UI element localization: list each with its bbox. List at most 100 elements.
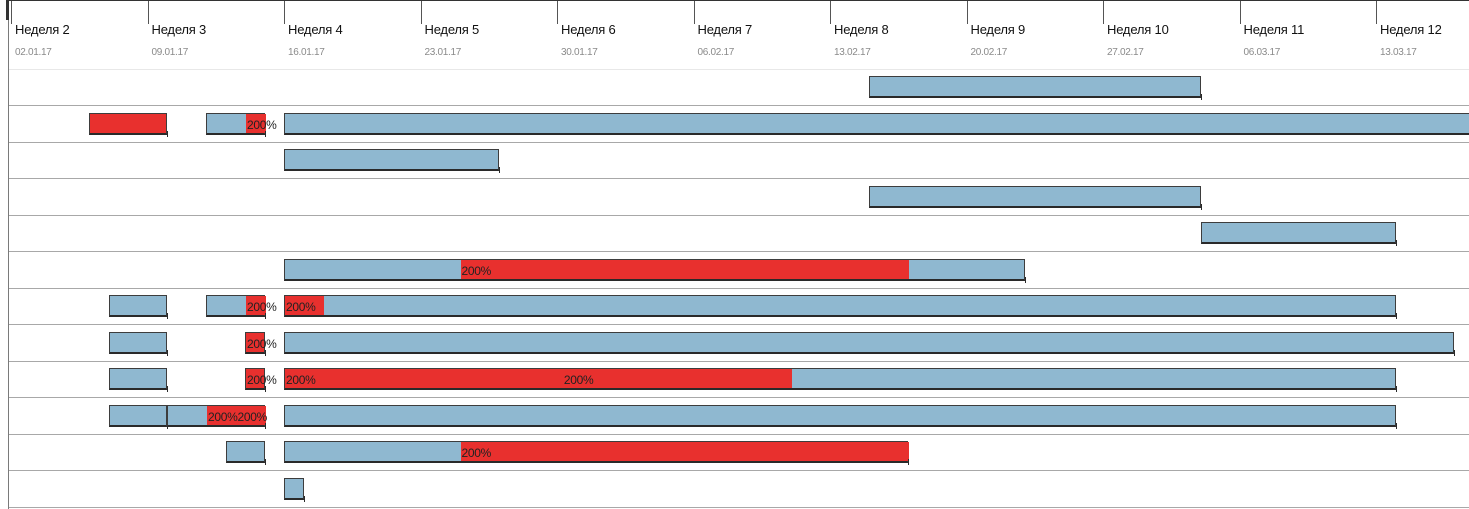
week-label: Неделя 12	[1380, 22, 1442, 37]
week-date: 20.02.17	[970, 47, 1008, 58]
bar-end-marker	[167, 130, 168, 137]
row-divider	[9, 141, 1469, 143]
load-percent-label: 200%	[247, 300, 277, 314]
week-label: Неделя 6	[561, 22, 616, 37]
week-label: Неделя 4	[288, 22, 343, 37]
task-bar[interactable]	[225, 441, 266, 465]
load-percent-label: 200%	[247, 117, 277, 132]
bar-end-marker	[498, 167, 500, 173]
task-bar[interactable]	[1200, 222, 1397, 246]
bar-end-marker	[264, 386, 266, 392]
load-percent-label: 200%	[247, 373, 277, 387]
bar-end-marker	[1395, 240, 1397, 246]
left-border-tick	[6, 0, 10, 20]
task-bar[interactable]	[284, 149, 500, 173]
week-tick	[147, 0, 149, 24]
timeline-header: Неделя 2 02.01.17 Неделя 3 09.01.17 Неделя 4…	[9, 0, 1469, 70]
overload-segment	[246, 296, 266, 315]
bar-end-marker	[1395, 422, 1397, 429]
task-bar[interactable]: 200%200%	[284, 368, 1397, 392]
overload-segment	[285, 369, 792, 388]
bar-end-marker	[1200, 94, 1202, 100]
task-bar[interactable]: 200%200%	[167, 404, 267, 429]
week-tick	[966, 0, 968, 24]
task-bar[interactable]	[108, 404, 168, 429]
bar-end-marker	[1025, 276, 1026, 283]
task-bar[interactable]: 200%	[206, 112, 277, 137]
bar-end-marker	[264, 313, 266, 319]
row-divider	[9, 178, 1469, 179]
week-date: 06.03.17	[1243, 47, 1281, 58]
row-divider	[9, 324, 1469, 325]
task-bar[interactable]	[284, 112, 1469, 135]
gantt-row	[9, 143, 1469, 179]
header-bottom-line	[9, 69, 1469, 70]
week-date: 16.01.17	[288, 47, 325, 58]
task-bar[interactable]	[284, 404, 1397, 429]
task-bar[interactable]: 200%	[206, 295, 277, 319]
header-top-line	[9, 0, 1469, 1]
gantt-row: 200%	[9, 107, 1469, 143]
row-divider	[9, 470, 1469, 471]
overload-bar[interactable]: 200%	[245, 368, 277, 392]
gantt-row: 200%200%	[9, 399, 1469, 435]
bar-end-marker	[1200, 203, 1202, 210]
row-divider	[9, 433, 1469, 435]
week-tick	[557, 0, 558, 24]
bar-end-marker	[264, 422, 266, 429]
task-bar[interactable]: 200%	[284, 441, 909, 465]
task-bar[interactable]	[869, 76, 1202, 100]
load-percent-label: 200%	[461, 263, 492, 278]
gantt-row: 200%	[9, 435, 1469, 471]
week-date: 27.02.17	[1107, 47, 1144, 58]
bar-end-marker	[1395, 386, 1397, 392]
week-tick	[1103, 0, 1104, 24]
week-date: 02.01.17	[15, 47, 52, 58]
row-divider	[9, 214, 1469, 216]
row-divider	[9, 506, 1469, 508]
task-bar[interactable]	[869, 185, 1202, 210]
task-bar[interactable]	[284, 477, 305, 502]
task-bar[interactable]	[284, 331, 1455, 356]
gantt-row: 200%	[9, 253, 1469, 289]
gantt-row	[9, 472, 1469, 508]
week-label: Неделя 7	[697, 22, 753, 37]
week-date: 09.01.17	[151, 47, 189, 58]
week-label: Неделя 8	[834, 22, 889, 37]
week-date: 30.01.17	[561, 47, 598, 58]
bar-end-marker	[264, 130, 266, 137]
overload-segment	[246, 113, 266, 133]
overload-segment	[460, 259, 909, 279]
week-date: 13.02.17	[834, 47, 871, 58]
week-label: Неделя 3	[151, 22, 207, 37]
bar-end-marker	[908, 459, 909, 465]
task-bar[interactable]	[108, 331, 168, 356]
bar-end-marker	[264, 349, 266, 356]
bar-end-marker	[167, 313, 168, 319]
task-bar[interactable]	[108, 368, 168, 392]
week-tick	[420, 0, 422, 24]
task-bar[interactable]	[108, 295, 168, 319]
load-percent-label: 200%	[461, 446, 492, 460]
week-tick	[830, 0, 831, 24]
row-divider	[9, 360, 1469, 362]
load-percent-label: 200%	[247, 336, 277, 351]
task-bar[interactable]: 200%	[284, 295, 1397, 319]
overload-bar[interactable]	[89, 112, 168, 137]
row-divider	[9, 287, 1469, 289]
load-percent-label: 200%200%	[208, 409, 267, 424]
task-bar[interactable]: 200%	[284, 258, 1026, 283]
left-border	[8, 0, 9, 509]
week-tick	[11, 0, 12, 24]
week-tick	[693, 0, 695, 24]
overload-bar[interactable]: 200%	[245, 331, 277, 356]
bar-end-marker	[264, 459, 266, 465]
gantt-row	[9, 70, 1469, 106]
bar-end-marker	[1454, 349, 1455, 356]
gantt-row: 200% 200% 200%	[9, 362, 1469, 398]
row-divider	[9, 105, 1469, 106]
week-tick	[1239, 0, 1241, 24]
week-label: Неделя 5	[424, 22, 480, 37]
gantt-row: 200%	[9, 326, 1469, 362]
